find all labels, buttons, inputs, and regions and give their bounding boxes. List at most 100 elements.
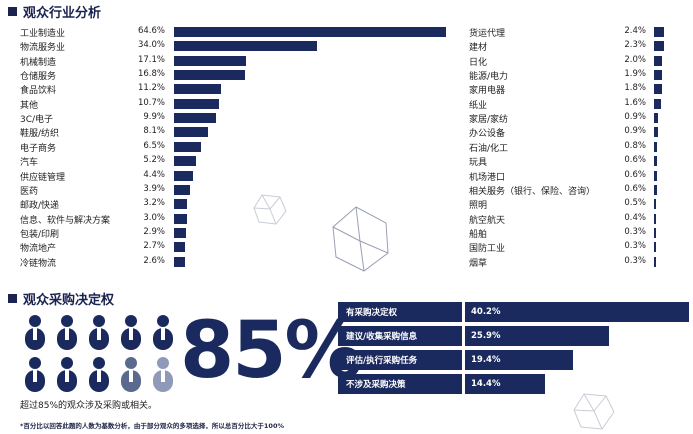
value-label: 2.6% [143,255,165,266]
category-label: 鞋服/纺织 [20,129,60,140]
category-label: 食品饮料 [20,86,57,97]
bar [174,199,188,210]
category-label: 国防工业 [469,244,506,255]
purchase-category-label: 有采购决定权 [338,302,462,322]
category-label: 船舶 [469,229,488,240]
value-label: 11.2% [137,83,165,94]
category-label: 烟草 [469,258,488,269]
bar [654,84,662,95]
bar [174,113,216,124]
footnote: *百分比以回答此题的人数为基数分析，由于部分观众的多项选择，所以总百分比大于10… [20,422,284,430]
category-label: 家用电器 [469,86,506,97]
category-label: 机械制造 [20,57,57,68]
person-icon [25,357,45,392]
value-label: 16.8% [137,69,165,80]
value-label: 34.0% [137,40,165,51]
bar [654,141,658,152]
category-label: 其他 [20,100,39,111]
value-label: 0.3% [624,241,646,252]
purchase-bar: 19.4% [465,350,574,370]
bar [174,227,187,238]
category-label: 供应链管理 [20,172,66,183]
value-label: 4.4% [143,169,165,180]
bar [174,41,318,52]
person-icon [121,357,141,392]
category-label: 相关服务（银行、保险、咨询） [469,186,596,197]
person-icon [57,315,77,350]
value-label: 2.0% [624,54,646,65]
value-label: 6.5% [143,140,165,151]
value-label: 0.9% [624,126,646,137]
bar [654,213,656,224]
value-label: 3.0% [143,212,165,223]
value-label: 64.6% [137,26,165,36]
bar [174,256,185,267]
bar [654,242,656,253]
bar [654,55,663,66]
bar [174,70,245,81]
bar [174,156,196,167]
value-label: 0.6% [624,183,646,194]
category-label: 物流地产 [20,244,57,255]
category-label: 货运代理 [469,29,506,39]
value-label: 2.4% [624,26,646,36]
value-label: 0.6% [624,155,646,166]
category-label: 汽车 [20,158,39,169]
category-label: 办公设备 [469,129,506,140]
person-icon [121,315,141,350]
wireframe-hexagon-small-icon [253,194,287,225]
value-label: 10.7% [137,97,165,108]
category-label: 纸业 [469,100,488,111]
value-label: 1.8% [624,83,646,94]
wireframe-hexagon-large-icon [332,206,389,272]
bar [174,184,191,195]
bar [174,55,246,66]
value-label: 2.9% [143,226,165,237]
bar [174,141,202,152]
section-marker-icon [8,7,17,16]
big-stat-85-percent: 85% [180,306,363,396]
bar [174,127,209,138]
category-label: 包装/印刷 [20,229,60,240]
category-label: 航空航天 [469,215,506,226]
bar [654,41,664,52]
bar [174,98,220,109]
value-label: 2.7% [143,241,165,252]
category-label: 玩具 [469,158,488,169]
bar [654,113,658,124]
category-label: 日化 [469,57,488,68]
person-icon [89,315,109,350]
value-label: 0.4% [624,212,646,223]
value-label: 0.6% [624,169,646,180]
purchase-bar: 25.9% [465,326,610,346]
purchase-title-text: 观众采购决定权 [23,293,115,308]
person-icon [153,315,173,350]
category-label: 仓储服务 [20,72,57,83]
value-label: 1.6% [624,97,646,108]
bar [174,27,446,37]
bar [654,227,656,238]
category-label: 照明 [469,201,488,212]
category-label: 建材 [469,43,488,54]
section-marker-icon [8,294,17,303]
purchase-category-label: 评估/执行采购任务 [338,350,462,370]
category-label: 3C/电子 [20,115,54,126]
purchase-section-title: 观众采购决定权 [8,289,114,308]
category-label: 电子商务 [20,143,57,154]
value-label: 5.2% [143,155,165,166]
category-label: 物流服务业 [20,43,66,54]
industry-section-title: 观众行业分析 [8,2,101,21]
bar [654,256,656,267]
value-label: 2.3% [624,40,646,51]
purchase-bar: 14.4% [465,374,546,394]
bar [654,184,657,195]
bar [174,170,193,181]
bar [654,127,658,138]
value-label: 8.1% [143,126,165,137]
value-label: 0.9% [624,112,646,123]
category-label: 机场港口 [469,172,506,183]
category-label: 冷链物流 [20,258,57,269]
person-icon [25,315,45,350]
value-label: 0.3% [624,255,646,266]
category-label: 石油/化工 [469,143,509,154]
